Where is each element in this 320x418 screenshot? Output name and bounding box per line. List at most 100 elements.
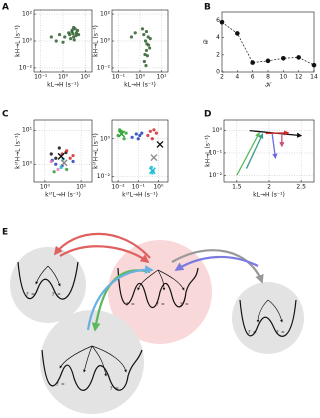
- point: [61, 40, 65, 44]
- point: [122, 137, 126, 141]
- free-energy-label: ℱ ≈: [180, 302, 189, 308]
- point: [71, 159, 75, 164]
- potential: [239, 299, 297, 337]
- point: [72, 38, 76, 42]
- y-tick-label: 10⁰: [100, 135, 111, 142]
- point: [146, 133, 150, 138]
- point: [54, 39, 58, 43]
- y-axis-label: kˢᶠH→L (s⁻¹): [15, 133, 22, 169]
- y-tick-label: 10⁻¹: [209, 149, 223, 156]
- point: [57, 146, 61, 150]
- point: [74, 31, 79, 35]
- y-axis-label: 𝒟: [203, 39, 210, 44]
- y-tick-label: 10⁰: [22, 161, 33, 168]
- x-tick-label: 10¹: [156, 74, 167, 81]
- point: [54, 156, 58, 160]
- point: [71, 153, 75, 158]
- y-axis-label: kˢᶠH→L (s⁻¹): [93, 133, 100, 169]
- y-tick-label: 10⁰: [212, 127, 223, 134]
- point: [150, 137, 154, 141]
- y-tick-label: 2: [216, 51, 220, 58]
- x-tick-label: 10⁻¹: [112, 74, 126, 81]
- point: [74, 34, 78, 38]
- point: [154, 131, 159, 135]
- point: [311, 62, 317, 68]
- x-tick-label: 10⁻¹: [132, 184, 146, 191]
- transition-arrow: [174, 255, 259, 271]
- x-tick-label: 14: [310, 74, 318, 81]
- point: [60, 159, 68, 167]
- panel-label: B: [204, 3, 211, 13]
- point: [52, 170, 56, 174]
- x-tick-label: 1.5: [232, 184, 242, 191]
- transition-arrow: [53, 232, 151, 259]
- transition-arrow: [171, 249, 264, 284]
- potential: [41, 349, 143, 391]
- x-tick-label: 10⁻¹: [34, 74, 48, 81]
- x-tick-label: 2: [267, 184, 271, 191]
- panel-label: A: [2, 3, 9, 13]
- free-energy-label: ℱ ≈: [126, 302, 135, 308]
- y-tick-label: 0: [216, 69, 220, 76]
- point: [136, 137, 140, 141]
- panel-label: E: [2, 228, 8, 238]
- x-tick-label: 10⁰: [153, 184, 164, 191]
- point: [145, 54, 149, 58]
- arrow: [245, 133, 264, 169]
- x-tick-label: 12: [295, 74, 303, 81]
- point: [145, 42, 149, 46]
- point: [134, 132, 138, 136]
- x-tick-label: 10⁻²: [111, 184, 125, 191]
- point: [57, 32, 62, 37]
- point: [148, 129, 152, 133]
- point: [143, 52, 147, 57]
- point: [265, 58, 271, 64]
- panel-label: D: [204, 110, 211, 120]
- free-energy-label: ℱ ≈: [52, 292, 61, 298]
- point: [140, 131, 144, 135]
- point: [142, 32, 146, 37]
- point: [59, 165, 63, 170]
- point: [65, 149, 69, 153]
- y-axis-label: kH→L (s⁻¹): [205, 135, 212, 167]
- x-tick-label: 2.5: [296, 184, 306, 191]
- point: [250, 60, 255, 65]
- point: [296, 55, 301, 60]
- point: [148, 46, 152, 50]
- point: [118, 130, 126, 138]
- y-tick-label: 10⁰: [100, 38, 111, 45]
- point: [148, 37, 152, 41]
- free-energy-label: ℱ ≈: [26, 292, 35, 298]
- x-tick-label: 2: [220, 74, 224, 81]
- point: [70, 28, 74, 32]
- point: [75, 28, 80, 33]
- point: [49, 152, 53, 156]
- arrow: [265, 130, 290, 136]
- arrow: [271, 134, 278, 159]
- transition-arrow: [59, 245, 150, 264]
- point: [140, 27, 145, 31]
- point: [72, 25, 76, 30]
- point: [150, 154, 158, 162]
- point: [71, 32, 75, 36]
- y-tick-label: 10⁻²: [209, 172, 223, 179]
- x-tick-label: 10¹: [80, 74, 91, 81]
- plot-frame: [33, 119, 93, 183]
- plot-frame: [33, 9, 93, 73]
- point: [235, 31, 240, 36]
- point: [129, 35, 134, 39]
- x-tick-label: 10⁰: [40, 184, 51, 191]
- point: [124, 131, 128, 135]
- y-tick-label: 6: [216, 17, 220, 24]
- panel-e-drawing: [10, 232, 304, 414]
- point: [138, 133, 142, 138]
- x-tick-label: 10⁰: [58, 74, 69, 81]
- point: [142, 59, 146, 64]
- plot-frame: [111, 9, 169, 73]
- y-tick-label: 4: [216, 34, 220, 41]
- x-tick-label: 4: [235, 74, 239, 81]
- point: [76, 32, 81, 37]
- point: [69, 37, 73, 41]
- point: [63, 35, 67, 39]
